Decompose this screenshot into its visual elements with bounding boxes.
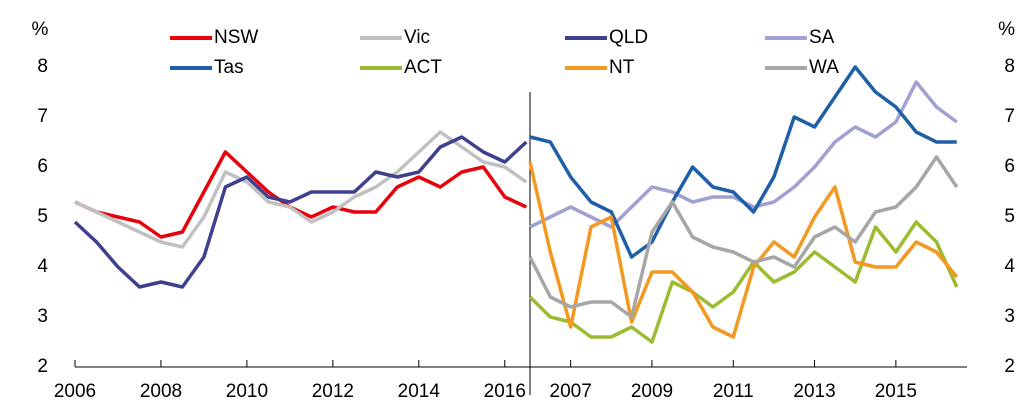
legend-label: SA <box>809 27 835 48</box>
series-line <box>528 155 959 319</box>
x-tick-label: 2008 <box>140 381 182 402</box>
legend-label: Tas <box>214 57 244 78</box>
legend-label: Vic <box>404 27 430 48</box>
y-tick-label: 4 <box>1004 256 1015 277</box>
series-line <box>73 135 528 289</box>
y-axis-unit: % <box>32 19 49 40</box>
y-tick-label: 8 <box>1004 56 1015 77</box>
x-tick-label: 2006 <box>54 381 96 402</box>
x-tick-label: 2009 <box>631 381 673 402</box>
y-tick-label: 5 <box>1004 206 1015 227</box>
y-tick-label: 6 <box>1004 156 1015 177</box>
x-tick-label: 2013 <box>793 381 835 402</box>
y-tick-label: 2 <box>1004 356 1015 377</box>
x-tick-label: 2010 <box>226 381 268 402</box>
series-line <box>529 65 957 259</box>
legend-label: WA <box>809 57 839 78</box>
x-tick-label: 2012 <box>312 381 354 402</box>
legend-label: NSW <box>214 27 258 48</box>
y-tick-label: 4 <box>37 256 48 277</box>
legend-label: ACT <box>404 57 442 78</box>
y-tick-label: 2 <box>37 356 48 377</box>
y-tick-label: 3 <box>37 306 48 327</box>
y-tick-label: 7 <box>1004 106 1015 127</box>
x-tick-label: 2016 <box>484 381 526 402</box>
series-line <box>74 130 528 249</box>
x-tick-label: 2011 <box>713 381 754 402</box>
legend-label: NT <box>609 57 635 78</box>
legend-label: QLD <box>609 27 648 48</box>
y-axis-unit: % <box>998 19 1015 40</box>
y-tick-label: 5 <box>37 206 48 227</box>
series-line <box>528 220 959 344</box>
x-tick-label: 2014 <box>398 381 441 402</box>
y-tick-label: 8 <box>37 56 48 77</box>
series-line <box>74 150 528 239</box>
series-line <box>528 161 959 339</box>
x-tick-label: 2007 <box>550 381 592 402</box>
y-tick-label: 6 <box>37 156 48 177</box>
x-tick-label: 2015 <box>875 381 917 402</box>
y-tick-label: 7 <box>37 106 48 127</box>
y-tick-label: 3 <box>1004 306 1015 327</box>
